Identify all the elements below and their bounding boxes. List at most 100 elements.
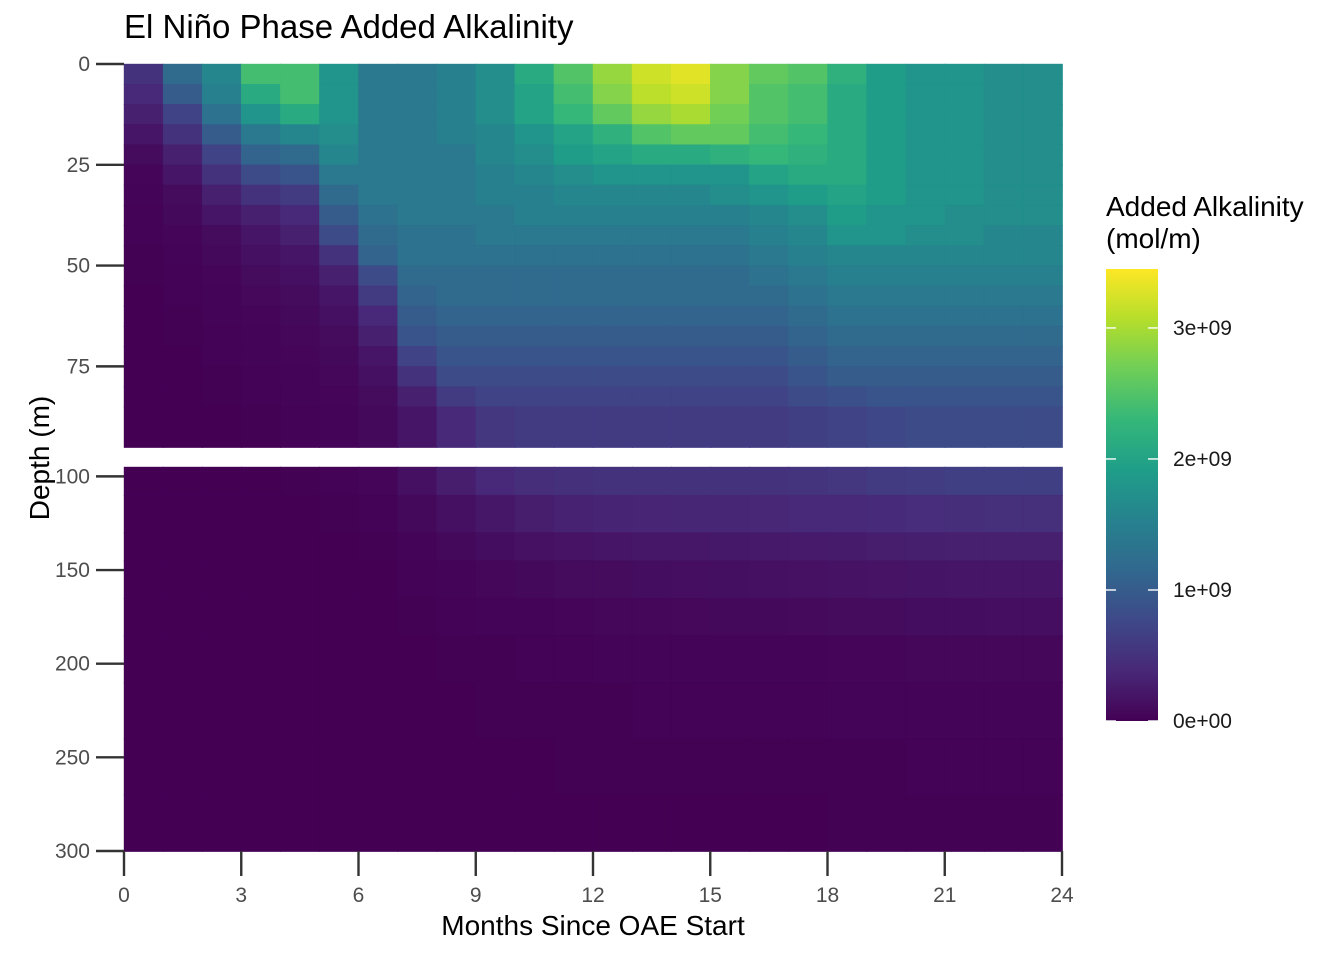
heatmap-cell [280,305,321,327]
heatmap-cell [201,386,243,408]
heatmap-cell [827,245,868,267]
heatmap-cell [944,466,985,496]
heatmap-cell [553,245,594,267]
heatmap-cell [319,225,360,247]
heatmap-cell [475,305,516,327]
heatmap-cell [397,597,438,637]
heatmap-cell [397,794,438,852]
heatmap-cell [866,560,907,599]
heatmap-cell [710,406,751,448]
heatmap-cell [710,285,751,307]
heatmap-cell [749,63,790,85]
heatmap-cell [983,532,1024,562]
heatmap-cell [436,560,477,599]
heatmap-cell [827,305,868,327]
heatmap-cell [280,386,321,408]
heatmap-cell [319,104,360,126]
heatmap-cell [475,386,516,408]
heatmap-cell [123,560,164,599]
heatmap-cell [475,63,516,85]
heatmap-cell [397,204,438,227]
heatmap-cell [123,104,164,126]
heatmap-cell [201,184,243,206]
heatmap-cell [827,285,868,307]
heatmap-cell [944,184,985,206]
y-tick-label: 0 [78,53,90,76]
heatmap-cell [749,597,790,637]
heatmap-cell [436,597,477,637]
heatmap-cell [201,738,243,796]
heatmap-cell [827,83,868,106]
heatmap-cell [553,124,594,146]
heatmap-cell [983,366,1024,388]
heatmap-cell [514,682,555,740]
heatmap-cell [905,635,946,684]
heatmap-cell [866,305,907,327]
heatmap-cell [788,184,829,206]
heatmap-cell [280,366,321,388]
heatmap-cell [670,560,712,599]
heatmap-cell [905,164,946,186]
heatmap-cell [123,305,164,327]
heatmap-cell [827,104,868,126]
heatmap-cell [514,406,555,448]
heatmap-cell [123,325,164,348]
heatmap-cell [201,204,243,227]
heatmap-cell [280,124,321,146]
heatmap-cell [905,386,946,408]
heatmap-cell [162,184,203,206]
heatmap-cell [827,406,868,448]
heatmap-cell [670,124,712,146]
heatmap-cell [944,366,985,388]
heatmap-cell [1022,682,1063,740]
heatmap-cell [788,794,829,852]
heatmap-cell [788,635,829,684]
heatmap-cell [866,406,907,448]
heatmap-cell [905,144,946,166]
heatmap-cell [201,83,243,106]
heatmap-cell [319,738,360,796]
heatmap-cell [905,494,946,534]
heatmap-cell [241,682,282,740]
heatmap-cell [631,184,672,206]
heatmap-cell [944,406,985,448]
heatmap-cell [788,532,829,562]
heatmap-cell [319,346,360,368]
heatmap-cell [241,635,282,684]
heatmap-cell [358,265,399,287]
heatmap-cell [436,325,477,348]
heatmap-cell [710,225,751,247]
heatmap-cell [553,635,594,684]
heatmap-cell [123,466,164,496]
heatmap-cell [749,245,790,267]
heatmap-cell [319,325,360,348]
heatmap-cell [710,305,751,327]
legend-title: Added Alkalinity (mol/m) [1106,191,1304,255]
heatmap-cell [475,285,516,307]
heatmap-cell [123,366,164,388]
heatmap-cell [1022,265,1063,287]
heatmap-panel-upper [123,63,1063,448]
heatmap-cell [280,560,321,599]
heatmap-cell [944,738,985,796]
heatmap-cell [905,265,946,287]
heatmap-cell [514,494,555,534]
heatmap-cell [788,104,829,126]
heatmap-cell [788,406,829,448]
heatmap-cell [827,794,868,852]
heatmap-cell [710,532,751,562]
heatmap-cell [827,532,868,562]
heatmap-cell [944,532,985,562]
heatmap-cell [788,597,829,637]
heatmap-cell [358,346,399,368]
heatmap-cell [514,285,555,307]
color-legend: 0e+00 1e+09 2e+09 3e+09 [1106,269,1232,733]
heatmap-cell [670,635,712,684]
heatmap-cell [788,682,829,740]
heatmap-cell [866,225,907,247]
heatmap-cell [514,104,555,126]
y-tick-label: 25 [67,154,90,177]
heatmap-cell [1022,164,1063,186]
heatmap-cell [280,83,321,106]
heatmap-cell [788,63,829,85]
